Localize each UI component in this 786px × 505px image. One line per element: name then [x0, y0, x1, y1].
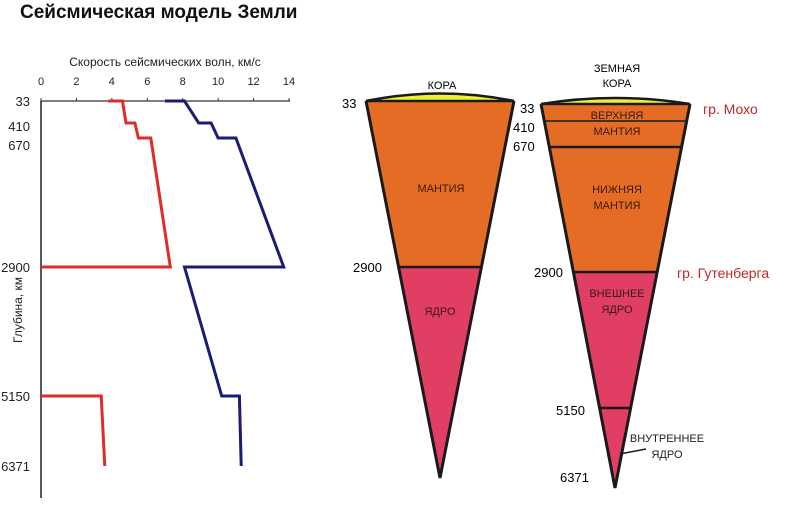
- series-line-s-wave: [41, 394, 107, 467]
- y-axis-label: Глубина, км: [11, 277, 25, 343]
- depth-label-410: 410: [513, 120, 535, 135]
- mantle-region: [366, 101, 514, 267]
- depth-label-6371: 6371: [560, 470, 589, 485]
- lower-mantle-label-line2: МАНТИЯ: [593, 200, 640, 212]
- upper-mantle-label-line1: ВЕРХНЯЯ: [591, 110, 644, 122]
- x-tick-label: 2: [73, 76, 79, 88]
- x-tick-label: 0: [38, 76, 44, 88]
- y-tick-label: 5150: [1, 389, 30, 404]
- core-region: [399, 267, 482, 478]
- x-tick-label: 10: [212, 76, 224, 88]
- lower-mantle-label-line1: НИЖНЯЯ: [592, 184, 642, 196]
- core-region-detailed: [574, 272, 658, 488]
- series-lines: [41, 99, 286, 467]
- inner-core-label-line1: ВНУТРЕННЕЕ: [630, 433, 704, 445]
- x-tick-labels: 0 2 4 6 8 10 12 14: [38, 76, 295, 88]
- crust-label-line1: ЗЕМНАЯ: [594, 63, 640, 75]
- depth-label-2900-detailed: 2900: [534, 265, 563, 280]
- outer-core-label-line2: ЯДРО: [601, 304, 632, 316]
- y-tick-labels: 33 410 670 2900 5150 6371: [1, 94, 30, 474]
- y-tick-label: 6371: [1, 459, 30, 474]
- moho-boundary-label: гр. Мохо: [703, 101, 758, 117]
- x-tick-label: 12: [247, 76, 259, 88]
- crust-region-detailed: [540, 96, 691, 106]
- cone-outline-detailed: [539, 103, 692, 489]
- x-tick-label: 6: [144, 76, 150, 88]
- upper-mantle-label-line2: МАНТИЯ: [593, 126, 640, 138]
- crust-label: КОРА: [428, 80, 457, 92]
- diagram-title: Сейсмическая модель Земли: [20, 2, 298, 23]
- inner-core-label-line2: ЯДРО: [651, 449, 682, 461]
- depth-label-670: 670: [513, 139, 535, 154]
- y-tick-label: 2900: [1, 260, 30, 275]
- cone-outline: [364, 100, 516, 479]
- x-tick-label: 14: [283, 76, 295, 88]
- crust-region: [365, 92, 515, 103]
- x-tick-label: 4: [109, 76, 115, 88]
- series-line-s-wave: [41, 99, 173, 269]
- series-line-p-wave: [165, 99, 286, 467]
- depth-label-33: 33: [342, 96, 356, 111]
- earth-cone-simple: КОРА 33 2900 МАНТИЯ ЯДРО: [342, 80, 516, 479]
- y-tick-label: 410: [8, 119, 30, 134]
- depth-label-33-detailed: 33: [520, 101, 534, 116]
- earth-cone-detailed: ЗЕМНАЯ КОРА 33 410 670 2900 5150 6371 ВЕ…: [513, 63, 769, 489]
- velocity-chart: Скорость сейсмических волн, км/с 0 2 4 6 8 10…: [1, 55, 295, 498]
- mantle-label: МАНТИЯ: [417, 183, 464, 195]
- outer-core-label-line1: ВНЕШНЕЕ: [589, 288, 644, 300]
- y-tick-label: 33: [16, 94, 30, 109]
- inner-core-pointer: [619, 448, 647, 455]
- core-label: ЯДРО: [424, 306, 455, 318]
- x-axis-label: Скорость сейсмических волн, км/с: [69, 55, 260, 69]
- x-tick-label: 8: [180, 76, 186, 88]
- depth-label-5150: 5150: [556, 403, 585, 418]
- depth-label-2900: 2900: [353, 260, 382, 275]
- gutenberg-boundary-label: гр. Гутенберга: [677, 265, 769, 281]
- crust-label-line2: КОРА: [603, 78, 632, 90]
- y-tick-label: 670: [8, 138, 30, 153]
